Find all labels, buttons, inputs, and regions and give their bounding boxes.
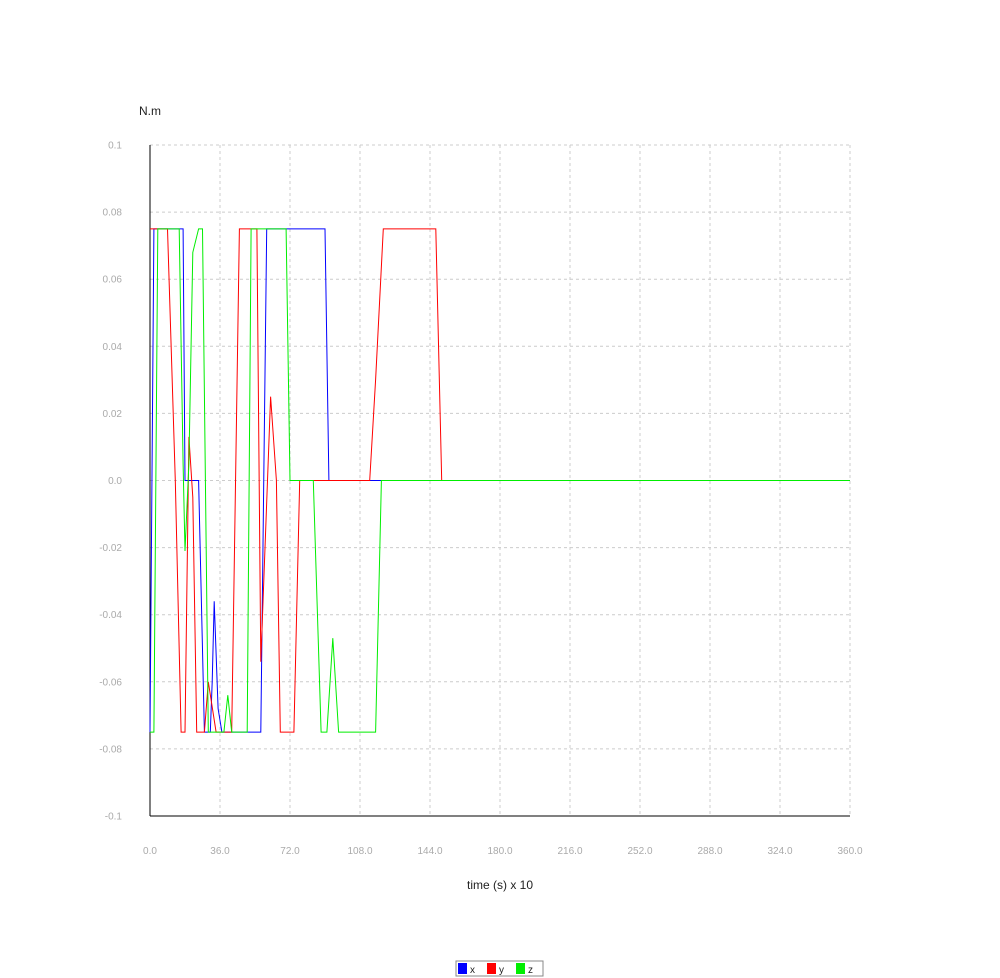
x-axis-label: time (s) x 10 xyxy=(467,878,533,892)
x-tick-label: 216.0 xyxy=(557,846,582,857)
y-tick-label: -0.1 xyxy=(105,812,123,823)
x-tick-label: 324.0 xyxy=(767,846,792,857)
y-tick-label: 0.02 xyxy=(103,409,123,420)
y-tick-label: -0.06 xyxy=(99,677,122,688)
series-line-z xyxy=(150,228,850,733)
x-tick-label: 0.0 xyxy=(143,846,157,857)
legend-label-x: x xyxy=(470,965,475,976)
y-tick-label: 0.0 xyxy=(108,476,122,487)
x-tick-label: 180.0 xyxy=(487,846,512,857)
series-line-y xyxy=(150,228,850,733)
x-tick-labels: 0.0 36.0 72.0 108.0 144.0 180.0 216.0 252.0 288.… xyxy=(143,846,863,857)
legend-swatch-x xyxy=(458,963,467,974)
x-tick-label: 252.0 xyxy=(627,846,652,857)
y-axis-label: N.m xyxy=(139,104,161,118)
legend-swatch-y xyxy=(487,963,496,974)
series xyxy=(149,228,850,733)
y-tick-label: 0.1 xyxy=(108,141,122,152)
y-tick-label: -0.08 xyxy=(99,744,122,755)
y-tick-label: 0.08 xyxy=(103,208,123,219)
legend-label-z: z xyxy=(528,965,533,976)
legend-label-y: y xyxy=(499,965,504,976)
y-tick-label: -0.04 xyxy=(99,610,122,621)
y-tick-label: 0.06 xyxy=(103,275,123,286)
x-tick-label: 108.0 xyxy=(347,846,372,857)
y-tick-label: 0.04 xyxy=(103,342,123,353)
y-tick-label: -0.02 xyxy=(99,543,122,554)
x-tick-label: 288.0 xyxy=(697,846,722,857)
x-tick-label: 72.0 xyxy=(280,846,300,857)
legend: x y z xyxy=(455,960,544,977)
legend-items: x y z xyxy=(458,963,533,976)
legend-swatch-z xyxy=(516,963,525,974)
y-tick-labels: 0.1 0.08 0.06 0.04 0.02 0.0 -0.02 -0.04 -0.06 -0.… xyxy=(99,141,122,823)
x-tick-label: 360.0 xyxy=(837,846,862,857)
x-tick-label: 36.0 xyxy=(210,846,230,857)
x-tick-label: 144.0 xyxy=(417,846,442,857)
